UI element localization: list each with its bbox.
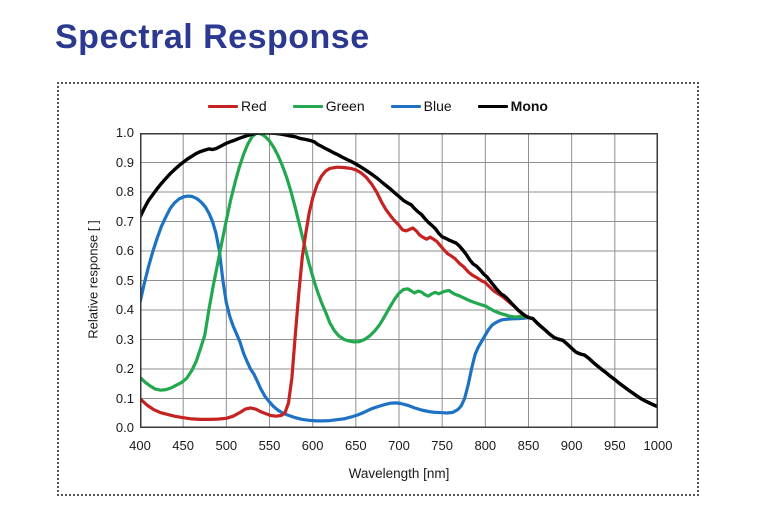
legend-label: Red — [241, 98, 267, 114]
y-tick-label: 0.3 — [115, 331, 134, 347]
x-tick-label: 1000 — [643, 438, 673, 453]
x-tick-label: 550 — [258, 438, 281, 453]
x-tick-label: 600 — [301, 438, 324, 453]
legend-label: Mono — [510, 98, 548, 114]
y-tick-label: 0.9 — [115, 154, 134, 170]
y-tick-label: 0.4 — [115, 302, 134, 317]
x-tick-label: 950 — [603, 438, 626, 453]
chart-frame: Red Green Blue Mono 1.0 0.9 0.8 0.7 0.6 0.5 0.4 0.… — [57, 82, 699, 496]
legend-item-blue: Blue — [390, 98, 452, 114]
page-title: Spectral Response — [55, 18, 370, 56]
series-mono — [140, 133, 658, 409]
y-tick-label: 0.2 — [115, 361, 134, 376]
chart-legend: Red Green Blue Mono — [59, 98, 697, 114]
x-tick-label: 400 — [129, 438, 151, 453]
y-axis-title: Relative response [ ] — [85, 220, 101, 339]
legend-item-red: Red — [208, 98, 267, 114]
spectral-chart — [140, 133, 658, 428]
x-tick-label: 900 — [560, 438, 583, 453]
y-tick-label: 0.1 — [115, 390, 134, 406]
x-tick-label: 650 — [344, 438, 367, 453]
x-tick-label: 500 — [215, 438, 238, 453]
y-tick-label: 0.5 — [115, 272, 134, 288]
x-tick-label: 750 — [431, 438, 453, 453]
x-tick-label: 700 — [388, 438, 410, 453]
legend-label: Green — [325, 98, 365, 114]
y-tick-label: 0.6 — [115, 243, 134, 258]
x-tick-label: 850 — [517, 438, 540, 453]
x-axis-title: Wavelength [nm] — [348, 466, 450, 481]
legend-label: Blue — [423, 98, 452, 114]
legend-line-swatch — [390, 104, 421, 108]
legend-line-swatch — [292, 104, 323, 108]
x-tick-label: 800 — [474, 438, 497, 453]
y-tick-label: 1.0 — [115, 125, 134, 140]
legend-item-green: Green — [292, 98, 365, 114]
y-tick-label: 0.7 — [115, 213, 134, 229]
legend-line-swatch — [208, 104, 239, 108]
legend-line-swatch — [477, 104, 508, 108]
y-tick-label: 0.0 — [115, 420, 134, 435]
legend-item-mono: Mono — [477, 98, 548, 114]
y-tick-label: 0.8 — [115, 184, 134, 199]
x-tick-label: 450 — [172, 438, 194, 453]
